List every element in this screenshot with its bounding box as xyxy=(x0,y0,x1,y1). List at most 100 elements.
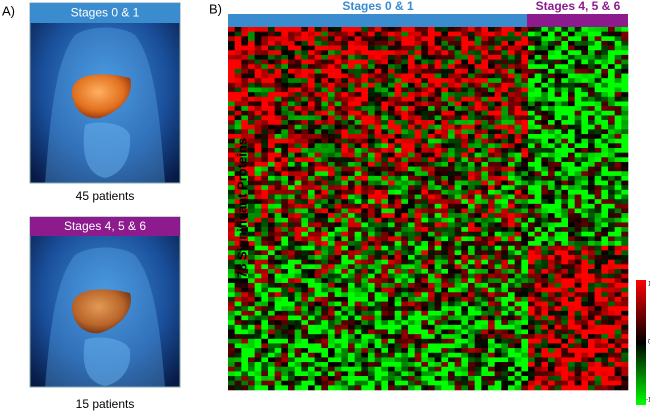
heatmap-cell xyxy=(394,101,402,107)
heatmap-cell xyxy=(581,120,589,126)
heatmap-cell xyxy=(254,315,262,321)
heatmap-cell xyxy=(621,185,629,191)
heatmap-cell xyxy=(354,166,362,172)
heatmap-cell xyxy=(388,306,395,312)
heatmap-cell xyxy=(321,171,329,177)
heatmap-cell xyxy=(454,157,462,163)
heatmap-cell xyxy=(494,315,502,321)
heatmap-cell xyxy=(488,36,495,42)
heatmap-cell xyxy=(381,338,389,344)
heatmap-cell xyxy=(468,236,475,242)
heatmap-cell xyxy=(414,380,422,386)
heatmap-cell xyxy=(368,31,375,37)
heatmap-cell xyxy=(374,78,382,84)
heatmap-cell xyxy=(328,296,335,302)
heatmap-cell xyxy=(581,371,589,377)
heatmap-cell xyxy=(501,194,509,200)
heatmap-cell xyxy=(314,194,322,200)
heatmap-cell xyxy=(354,292,362,298)
heatmap-cell xyxy=(314,180,322,186)
heatmap-cell xyxy=(514,269,522,274)
heatmap-cell xyxy=(608,161,615,167)
heatmap-cell xyxy=(281,385,289,391)
heatmap-cell xyxy=(308,310,315,316)
heatmap-cell xyxy=(288,87,295,93)
heatmap-cell xyxy=(374,352,382,358)
heatmap-cell xyxy=(528,115,535,121)
heatmap-cell xyxy=(394,194,402,200)
heatmap-cell xyxy=(321,161,329,167)
heatmap-cell xyxy=(508,82,515,88)
heatmap-cell xyxy=(434,96,442,102)
heatmap-cell xyxy=(594,92,602,98)
heatmap-cell xyxy=(414,213,422,219)
heatmap-cell xyxy=(428,59,435,65)
heatmap-cell xyxy=(401,189,409,195)
heatmap-cell xyxy=(588,148,595,153)
heatmap-cell xyxy=(588,68,595,74)
heatmap-cell xyxy=(274,366,282,372)
heatmap-cell xyxy=(261,296,269,302)
heatmap-cell xyxy=(594,352,602,358)
heatmap-cell xyxy=(514,250,522,256)
heatmap-cell xyxy=(594,301,602,307)
heatmap-cell xyxy=(228,166,235,172)
heatmap-cell xyxy=(434,348,442,354)
heatmap-cell xyxy=(328,138,335,144)
heatmap-cell xyxy=(248,227,255,233)
heatmap-cell xyxy=(328,222,335,228)
heatmap-cell xyxy=(508,110,515,116)
heatmap-cell xyxy=(574,96,582,102)
heatmap-cell xyxy=(341,329,349,335)
heatmap-cell xyxy=(434,68,442,74)
heatmap-cell xyxy=(428,380,435,386)
heatmap-cell xyxy=(521,255,529,260)
heatmap-cell xyxy=(588,287,595,293)
heatmap-cell xyxy=(368,189,375,195)
heatmap-cell xyxy=(421,143,429,149)
heatmap-cell xyxy=(314,329,322,335)
heatmap-cell xyxy=(314,241,322,247)
heatmap-cell xyxy=(254,385,262,391)
heatmap-cell xyxy=(514,143,522,149)
heatmap-cell xyxy=(448,278,455,284)
heatmap-cell xyxy=(361,199,369,205)
heatmap-cell xyxy=(588,82,595,88)
heatmap-cell xyxy=(301,78,309,84)
heatmap-cell xyxy=(434,292,442,298)
heatmap-cell xyxy=(414,227,422,233)
heatmap-cell xyxy=(328,208,335,214)
heatmap-cell xyxy=(574,227,582,233)
heatmap-cell xyxy=(361,352,369,358)
heatmap-cell xyxy=(581,231,589,237)
heatmap-cell xyxy=(434,250,442,256)
heatmap-cell xyxy=(321,259,329,265)
heatmap-cell xyxy=(394,227,402,233)
heatmap-cell xyxy=(261,73,269,79)
heatmap-cell xyxy=(394,96,402,102)
heatmap-cell xyxy=(534,134,542,139)
heatmap-cell xyxy=(594,64,602,70)
heatmap-cell xyxy=(228,301,235,307)
heatmap-cell xyxy=(368,36,375,42)
heatmap-cell xyxy=(401,236,409,242)
heatmap-cell xyxy=(374,236,382,242)
heatmap-cell xyxy=(561,315,569,321)
heatmap-cell xyxy=(488,101,495,107)
heatmap-cell xyxy=(434,296,442,302)
heatmap-cell xyxy=(521,324,529,330)
heatmap-cell xyxy=(501,371,509,377)
heatmap-cell xyxy=(461,264,469,270)
heatmap-cell xyxy=(328,171,335,177)
heatmap-cell xyxy=(308,189,315,195)
heatmap-cell xyxy=(568,92,575,98)
heatmap-cell xyxy=(528,357,535,363)
heatmap-cell xyxy=(461,50,469,56)
heatmap-cell xyxy=(381,175,389,181)
heatmap-cell xyxy=(321,189,329,195)
heatmap-cell xyxy=(541,282,549,288)
heatmap-cell xyxy=(434,175,442,181)
heatmap-cell xyxy=(448,255,455,260)
heatmap-cell xyxy=(268,115,275,121)
heatmap-cell xyxy=(334,236,342,242)
